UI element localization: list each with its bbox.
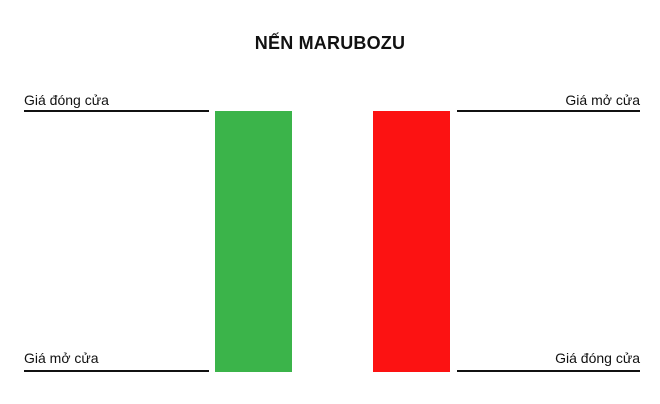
- bearish-close-line: [457, 370, 640, 372]
- bullish-marubozu-candle: [215, 111, 292, 372]
- bullish-close-label: Giá đóng cửa: [24, 92, 109, 108]
- bullish-open-label: Giá mở cửa: [24, 350, 99, 366]
- bullish-open-line: [24, 370, 209, 372]
- bearish-open-label: Giá mở cửa: [565, 92, 640, 108]
- bearish-marubozu-candle: [373, 111, 450, 372]
- diagram-title: NẾN MARUBOZU: [254, 33, 406, 53]
- bearish-open-line: [457, 110, 640, 112]
- bearish-close-label: Giá đóng cửa: [555, 350, 640, 366]
- bullish-close-line: [24, 110, 209, 112]
